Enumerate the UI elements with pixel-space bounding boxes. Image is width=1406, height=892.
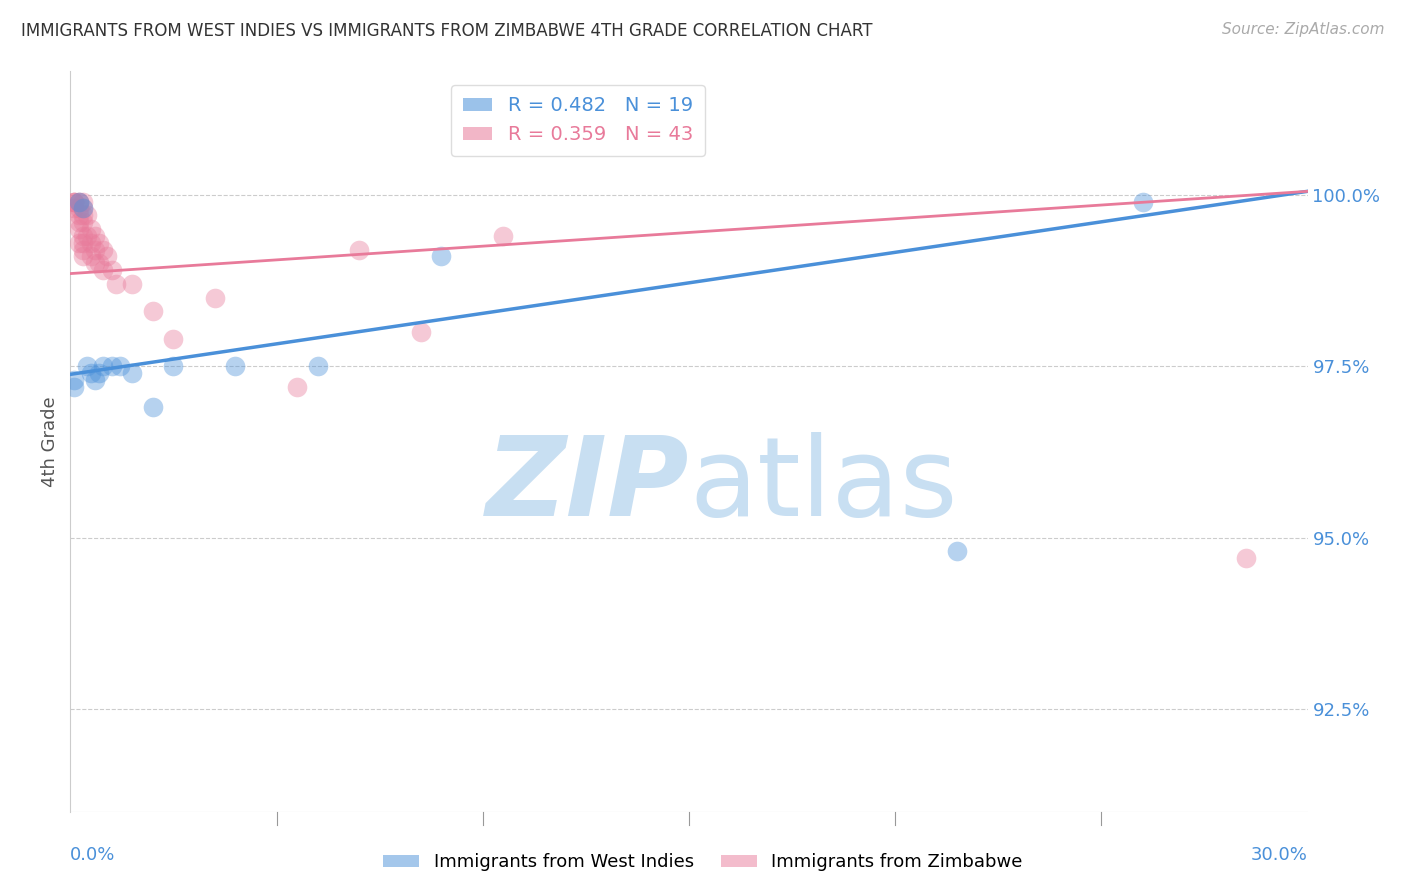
Point: [72, 215, 94, 229]
Point: [224, 359, 246, 373]
Point: [84, 243, 107, 257]
Point: [80, 366, 103, 380]
Point: [72, 208, 94, 222]
Point: [67, 215, 90, 229]
Text: 30.0%: 30.0%: [1251, 846, 1308, 864]
Point: [162, 332, 184, 346]
Point: [72, 235, 94, 250]
Point: [72, 228, 94, 243]
Y-axis label: 4th Grade: 4th Grade: [41, 396, 59, 487]
Point: [108, 359, 131, 373]
Point: [162, 359, 184, 373]
Point: [100, 359, 122, 373]
Point: [72, 202, 94, 216]
Point: [96, 250, 118, 264]
Point: [72, 250, 94, 264]
Legend: R = 0.482   N = 19, R = 0.359   N = 43: R = 0.482 N = 19, R = 0.359 N = 43: [451, 85, 704, 156]
Point: [91, 359, 114, 373]
Point: [946, 544, 969, 558]
Point: [76, 359, 98, 373]
Point: [80, 235, 103, 250]
Text: ZIP: ZIP: [485, 433, 689, 540]
Point: [100, 263, 122, 277]
Text: 0.0%: 0.0%: [70, 846, 115, 864]
Point: [84, 256, 107, 270]
Point: [430, 250, 453, 264]
Legend: Immigrants from West Indies, Immigrants from Zimbabwe: Immigrants from West Indies, Immigrants …: [375, 847, 1031, 879]
Point: [91, 263, 114, 277]
Point: [285, 380, 308, 394]
Text: atlas: atlas: [689, 433, 957, 540]
Point: [80, 222, 103, 236]
Point: [89, 366, 111, 380]
Point: [121, 366, 143, 380]
Point: [80, 250, 103, 264]
Point: [84, 228, 107, 243]
Point: [307, 359, 329, 373]
Point: [63, 194, 86, 209]
Point: [63, 194, 86, 209]
Point: [67, 208, 90, 222]
Point: [67, 194, 90, 209]
Point: [121, 277, 143, 291]
Point: [347, 243, 370, 257]
Point: [72, 194, 94, 209]
Point: [104, 277, 127, 291]
Point: [67, 222, 90, 236]
Point: [89, 235, 111, 250]
Point: [67, 202, 90, 216]
Point: [142, 304, 165, 318]
Point: [63, 380, 86, 394]
Point: [72, 243, 94, 257]
Point: [63, 373, 86, 387]
Text: IMMIGRANTS FROM WEST INDIES VS IMMIGRANTS FROM ZIMBABWE 4TH GRADE CORRELATION CH: IMMIGRANTS FROM WEST INDIES VS IMMIGRANT…: [21, 22, 873, 40]
Point: [67, 235, 90, 250]
Point: [1132, 194, 1154, 209]
Point: [72, 202, 94, 216]
Point: [67, 194, 90, 209]
Point: [142, 401, 165, 415]
Point: [492, 228, 515, 243]
Point: [91, 243, 114, 257]
Point: [63, 194, 86, 209]
Point: [67, 194, 90, 209]
Point: [89, 256, 111, 270]
Point: [84, 373, 107, 387]
Point: [76, 208, 98, 222]
Point: [76, 228, 98, 243]
Point: [63, 202, 86, 216]
Point: [1234, 551, 1257, 566]
Point: [204, 291, 226, 305]
Text: Source: ZipAtlas.com: Source: ZipAtlas.com: [1222, 22, 1385, 37]
Point: [409, 325, 432, 339]
